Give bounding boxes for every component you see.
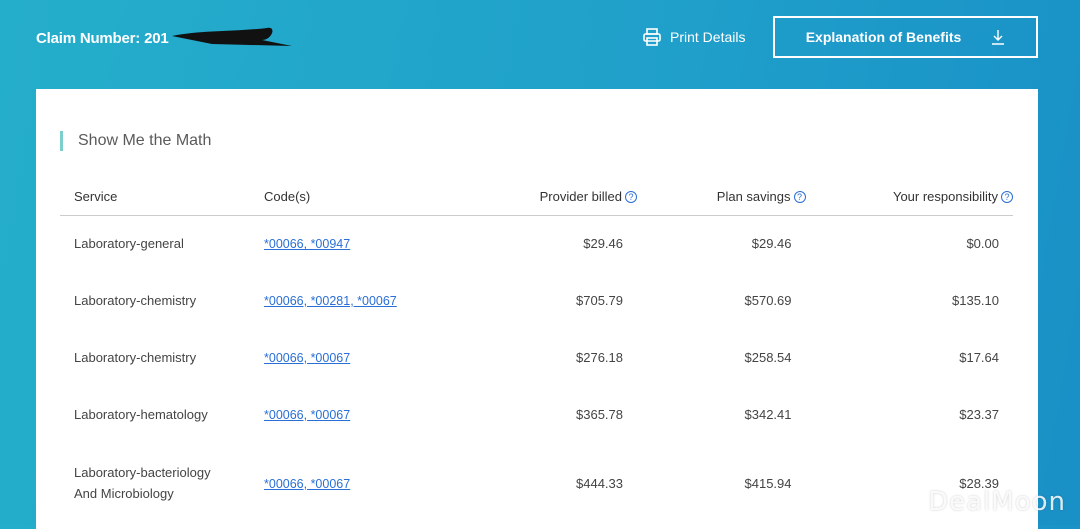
download-icon: [992, 30, 1005, 45]
codes-link[interactable]: *00066, *00281, *00067: [264, 294, 397, 308]
codes-link[interactable]: *00066, *00067: [264, 408, 351, 422]
claim-card: Show Me the Math Service Code(s) Provide…: [36, 89, 1038, 529]
col-service: Service: [60, 179, 250, 216]
col-plan-savings: Plan savings?: [651, 179, 820, 216]
service-cell: Laboratory-chemistry: [74, 293, 197, 308]
explanation-of-benefits-button[interactable]: Explanation of Benefits: [773, 16, 1038, 58]
provider-billed-cell: $29.46: [583, 236, 623, 252]
codes-link[interactable]: *00066, *00947: [264, 237, 351, 252]
plan-savings-cell: $570.69: [744, 293, 792, 308]
claim-value: 201: [144, 30, 169, 47]
claim-label: Claim Number:: [36, 30, 141, 47]
table-row: Laboratory-chemistry *00066, *00067 $276…: [60, 329, 1013, 386]
help-circle-icon[interactable]: ?: [793, 191, 806, 204]
plan-savings-cell: $342.41: [744, 407, 792, 422]
your-responsibility-cell: $0.00: [966, 236, 999, 252]
codes-cell: *00066, *00947: [250, 215, 470, 272]
service-cell: Laboratory-hematology: [74, 407, 208, 422]
service-cell: Laboratory-general: [74, 236, 184, 252]
dealmoon-watermark: DealMoon: [928, 487, 1066, 517]
eob-label: Explanation of Benefits: [805, 29, 962, 45]
codes-link[interactable]: *00066, *00067: [264, 351, 351, 365]
plan-savings-cell: $258.54: [744, 350, 792, 365]
your-responsibility-cell: $23.37: [959, 407, 999, 422]
col-provider-billed: Provider billed?: [470, 179, 651, 216]
col-codes: Code(s): [250, 179, 470, 216]
codes-cell: *00066, *00067: [250, 386, 470, 443]
provider-billed-cell: $365.78: [576, 407, 623, 422]
codes-link[interactable]: *00066, *00067: [264, 476, 351, 491]
your-responsibility-cell: $135.10: [952, 293, 999, 308]
provider-billed-cell: $444.33: [576, 475, 623, 491]
print-details-button[interactable]: Print Details: [642, 27, 745, 47]
table-row: Laboratory-chemistry *00066, *00281, *00…: [60, 272, 1013, 329]
table-row: Laboratory-general *00066, *00947 $29.46…: [60, 215, 1013, 272]
section-title: Show Me the Math: [60, 131, 211, 151]
provider-billed-cell: $276.18: [576, 350, 623, 365]
codes-cell: *00066, *00281, *00067: [250, 272, 470, 329]
service-cell: Laboratory-chemistry: [74, 350, 197, 365]
claim-number: Claim Number: 201: [36, 30, 169, 47]
your-responsibility-cell: $28.39: [959, 475, 999, 491]
provider-billed-cell: $705.79: [576, 293, 623, 308]
table-row: Laboratory-hematology *00066, *00067 $36…: [60, 386, 1013, 443]
table-row: Laboratory-bacteriology And Microbiology…: [60, 443, 1013, 523]
math-table: Service Code(s) Provider billed? Plan sa…: [60, 179, 1013, 523]
plan-savings-cell: $29.46: [751, 236, 792, 252]
redaction-scribble: [172, 27, 292, 46]
your-responsibility-cell: $17.64: [959, 350, 999, 365]
plan-savings-cell: $415.94: [744, 475, 792, 491]
col-your-responsibility: Your responsibility?: [819, 179, 1013, 216]
help-circle-icon[interactable]: ?: [1001, 191, 1013, 204]
codes-cell: *00066, *00067: [250, 329, 470, 386]
service-cell: Laboratory-bacteriology And Microbiology: [74, 465, 211, 501]
codes-cell: *00066, *00067: [250, 443, 470, 523]
print-details-label: Print Details: [670, 29, 746, 45]
printer-icon: [643, 28, 661, 46]
help-circle-icon[interactable]: ?: [625, 191, 637, 204]
